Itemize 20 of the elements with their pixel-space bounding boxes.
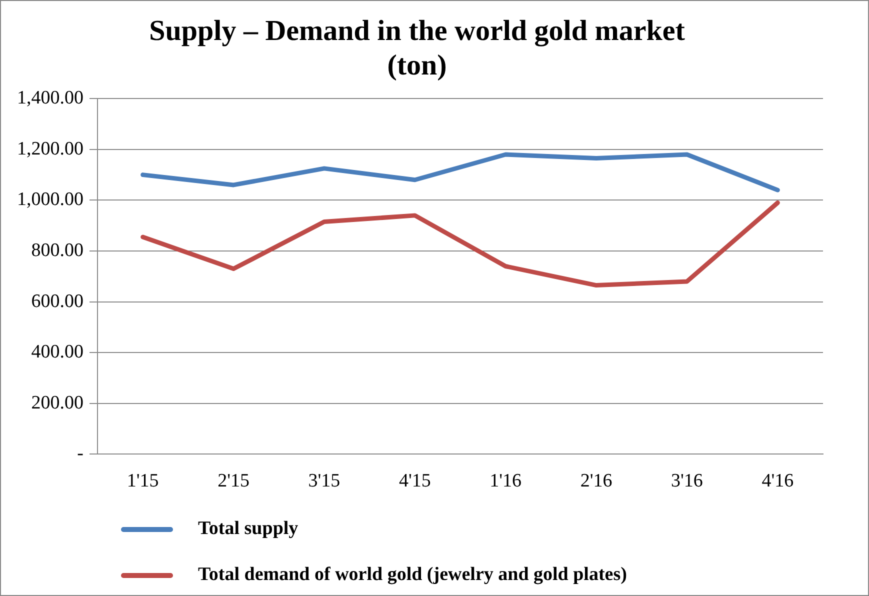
x-tick-label: 3'15 (308, 470, 340, 492)
legend-label: Total demand of world gold (jewelry and gold plates) (198, 564, 627, 586)
y-tick-label: 1,200.00 (17, 138, 84, 160)
y-tick-label: 200.00 (31, 392, 84, 414)
y-tick-label: 800.00 (31, 240, 84, 261)
x-tick-label: 1'16 (490, 470, 522, 492)
y-tick-label: 400.00 (31, 342, 84, 363)
y-tick-label: - (77, 443, 84, 464)
y-tick-label: 1,400.00 (17, 88, 84, 109)
text: (ton) (387, 50, 447, 82)
x-tick-label: 1'15 (126, 470, 159, 492)
x-tick-label: 2'15 (218, 470, 250, 492)
x-tick-label: 3'16 (671, 470, 703, 492)
x-tick-label: 4'15 (398, 470, 431, 492)
x-tick-label: 2'16 (580, 470, 612, 492)
y-tick-label: 1,000.00 (17, 189, 84, 210)
text: Supply – Demand in the world gold market (149, 14, 685, 47)
legend-label: Total supply (198, 518, 298, 540)
y-tick-label: 600.00 (31, 290, 84, 312)
x-tick-label: 4'16 (762, 470, 794, 492)
